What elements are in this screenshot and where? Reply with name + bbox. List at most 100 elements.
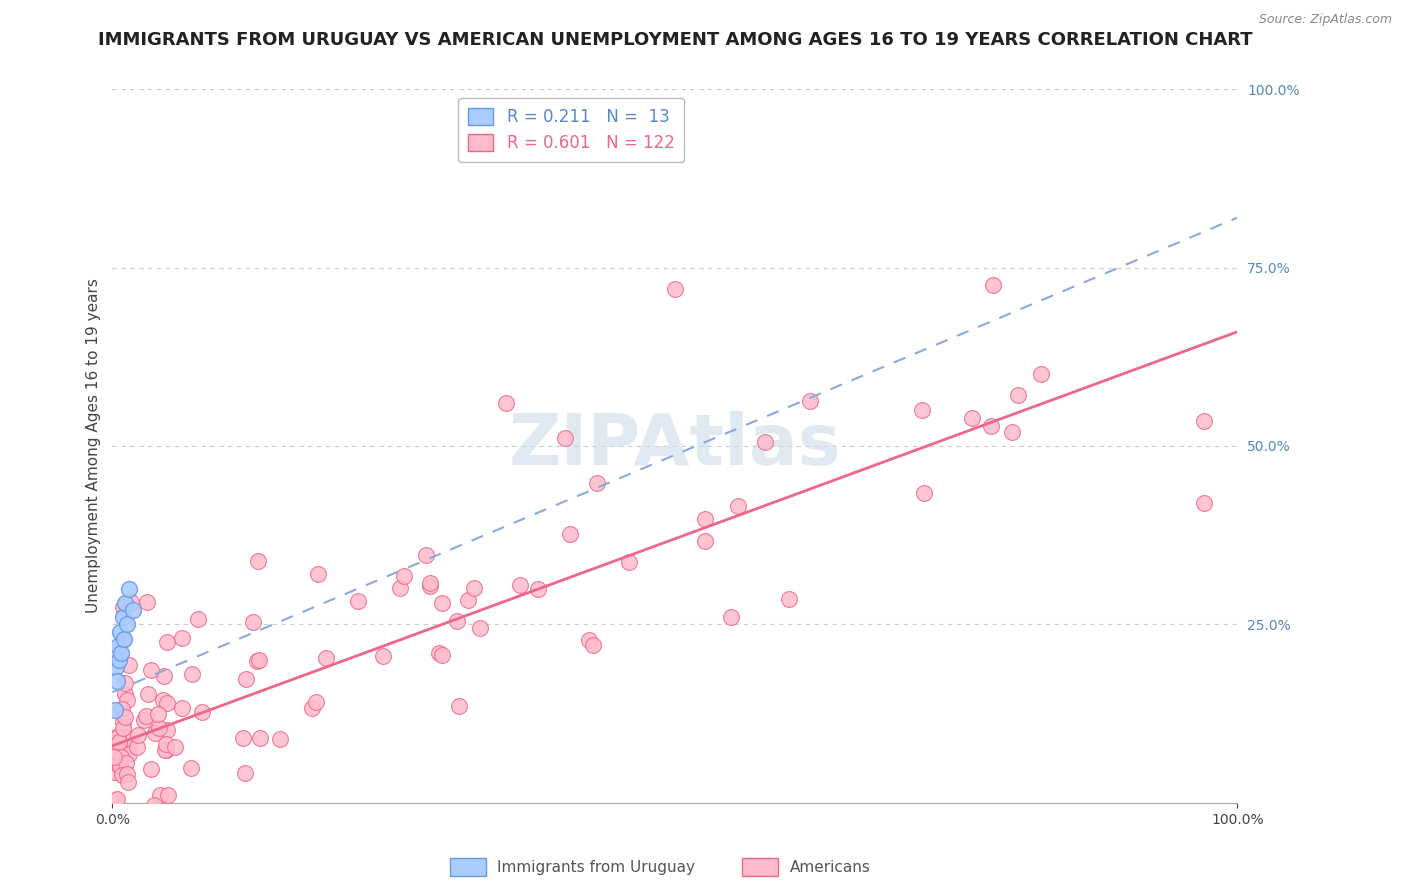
FancyBboxPatch shape xyxy=(450,858,486,876)
Point xyxy=(114,676,136,690)
Point xyxy=(108,735,131,749)
Text: Source: ZipAtlas.com: Source: ZipAtlas.com xyxy=(1258,13,1392,27)
Point xyxy=(153,743,176,757)
Point xyxy=(108,653,131,667)
Point xyxy=(778,592,800,607)
Point xyxy=(107,730,129,744)
Point xyxy=(1192,496,1215,510)
Point xyxy=(695,512,717,526)
Point xyxy=(115,617,138,632)
Point xyxy=(962,411,984,425)
Point xyxy=(110,646,132,660)
Point xyxy=(115,767,138,781)
Point xyxy=(181,667,204,681)
Point xyxy=(509,578,531,592)
Text: ZIPAtlas: ZIPAtlas xyxy=(509,411,841,481)
Legend: R = 0.211   N =  13, R = 0.601   N = 122: R = 0.211 N = 13, R = 0.601 N = 122 xyxy=(458,97,685,162)
Point xyxy=(170,632,193,646)
Point xyxy=(799,393,821,408)
Point xyxy=(132,713,155,727)
Point xyxy=(110,624,132,639)
Point xyxy=(139,664,162,678)
Point xyxy=(155,737,177,751)
Point xyxy=(110,759,132,773)
Point xyxy=(110,750,132,764)
Y-axis label: Unemployment Among Ages 16 to 19 years: Unemployment Among Ages 16 to 19 years xyxy=(86,278,101,614)
Point xyxy=(103,750,125,764)
Point xyxy=(111,702,134,716)
Point xyxy=(727,499,749,513)
Point xyxy=(419,576,441,591)
Point xyxy=(115,756,138,770)
Point xyxy=(307,567,329,582)
Point xyxy=(156,696,179,710)
Point xyxy=(139,762,162,776)
Point xyxy=(415,548,437,562)
Point xyxy=(249,731,271,745)
Point xyxy=(105,735,128,749)
Point xyxy=(135,709,157,723)
Point xyxy=(103,764,125,779)
Point xyxy=(124,831,146,846)
Point xyxy=(427,646,450,660)
Point xyxy=(136,595,159,609)
Point xyxy=(232,731,254,746)
Point xyxy=(149,788,172,802)
Point xyxy=(1001,425,1024,439)
Point xyxy=(170,701,193,715)
Point xyxy=(1029,368,1052,382)
Point xyxy=(111,610,134,624)
Point xyxy=(105,792,128,806)
Point xyxy=(146,707,169,722)
Point xyxy=(155,743,177,757)
Point xyxy=(142,797,165,812)
Point xyxy=(242,615,264,629)
Point xyxy=(754,434,776,449)
Point xyxy=(301,700,323,714)
Point xyxy=(246,823,269,838)
Point xyxy=(695,534,717,549)
Point xyxy=(981,277,1004,292)
Point xyxy=(118,582,141,596)
Point xyxy=(157,788,180,802)
Point xyxy=(554,432,576,446)
Point xyxy=(394,569,416,583)
Point xyxy=(148,721,170,735)
Point xyxy=(107,757,129,772)
Point xyxy=(107,831,129,846)
Point xyxy=(117,739,139,753)
Point xyxy=(187,612,209,626)
Point xyxy=(371,648,394,663)
Point xyxy=(127,728,149,742)
Point xyxy=(912,486,935,500)
Point xyxy=(111,721,134,735)
Point xyxy=(190,705,212,719)
Point xyxy=(112,632,135,646)
Point xyxy=(1192,414,1215,428)
Point xyxy=(582,638,605,652)
Point xyxy=(180,761,202,775)
Point xyxy=(108,648,131,663)
Point xyxy=(346,594,368,608)
Point xyxy=(112,600,135,615)
Point xyxy=(104,703,127,717)
Point xyxy=(233,766,256,780)
Point xyxy=(305,695,328,709)
Point xyxy=(578,632,600,647)
Point xyxy=(720,610,742,624)
Point xyxy=(136,687,159,701)
FancyBboxPatch shape xyxy=(742,858,779,876)
Point xyxy=(980,418,1002,433)
Point xyxy=(104,730,127,744)
Point xyxy=(419,579,441,593)
Point xyxy=(470,621,492,635)
Point xyxy=(446,614,468,628)
Point xyxy=(911,403,934,417)
Point xyxy=(447,698,470,713)
Point xyxy=(105,674,128,689)
Point xyxy=(1007,388,1029,402)
Text: IMMIGRANTS FROM URUGUAY VS AMERICAN UNEMPLOYMENT AMONG AGES 16 TO 19 YEARS CORRE: IMMIGRANTS FROM URUGUAY VS AMERICAN UNEM… xyxy=(98,31,1253,49)
Point xyxy=(112,715,135,730)
Point xyxy=(527,582,550,596)
Point xyxy=(114,687,136,701)
